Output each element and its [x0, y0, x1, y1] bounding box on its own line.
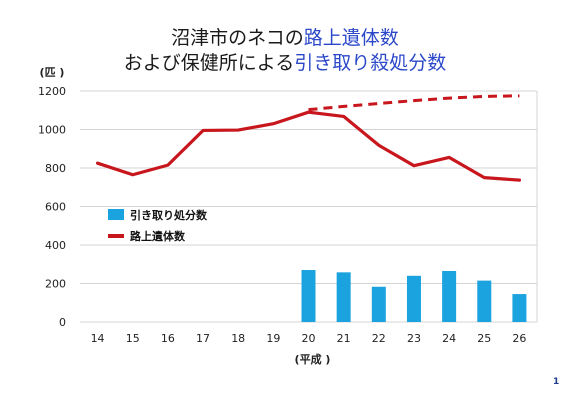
title-line-1-highlight: 路上遺体数 [303, 27, 399, 49]
x-tick-label: 19 [266, 332, 280, 345]
page-number: 1 [553, 377, 560, 387]
title-line-2-highlight: 引き取り殺処分数 [294, 52, 447, 74]
bar [442, 270, 457, 322]
legend-label-bar: 引き取り処分数 [130, 208, 208, 222]
y-tick-label: 200 [45, 278, 66, 291]
y-tick-label: 1000 [38, 124, 66, 137]
bar [371, 286, 386, 322]
dashed-series-path [308, 94, 520, 112]
title-line-1-prefix: 沼津市のネコの [171, 27, 304, 49]
bar [512, 294, 527, 322]
bar [477, 280, 492, 322]
title-line-2: および保健所による引き取り殺処分数 [0, 51, 570, 76]
y-tick-label: 1200 [38, 85, 66, 98]
bar [406, 275, 421, 322]
x-tick-label: 17 [196, 332, 210, 345]
legend-label-line: 路上遺体数 [130, 229, 186, 243]
y-tick-label: 600 [45, 201, 66, 214]
x-tick-label: 22 [372, 332, 386, 345]
x-tick-label: 26 [512, 332, 526, 345]
y-tick-label: 400 [45, 239, 66, 252]
y-axis-label: (匹 ) [40, 66, 65, 79]
x-tick-label: 14 [91, 332, 105, 345]
x-tick-label: 20 [302, 332, 316, 345]
x-tick-label: 16 [161, 332, 175, 345]
bar [336, 272, 351, 322]
x-tick-label: 25 [477, 332, 491, 345]
x-tick-label: 15 [126, 332, 140, 345]
title-line-1: 沼津市のネコの路上遺体数 [0, 26, 570, 51]
y-tick-label: 800 [45, 162, 66, 175]
x-axis-label: (平成 ) [295, 352, 331, 366]
x-tick-label: 21 [337, 332, 351, 345]
x-tick-label: 23 [407, 332, 421, 345]
y-tick-label: 0 [59, 316, 66, 329]
x-tick-label: 18 [231, 332, 245, 345]
title-line-2-prefix: および保健所による [123, 52, 295, 74]
x-tick-label: 24 [442, 332, 456, 345]
bar [301, 270, 316, 322]
chart-title: 沼津市のネコの路上遺体数 および保健所による引き取り殺処分数 [0, 26, 570, 76]
legend-swatch-bar [108, 209, 124, 220]
line-series-path [95, 110, 522, 182]
